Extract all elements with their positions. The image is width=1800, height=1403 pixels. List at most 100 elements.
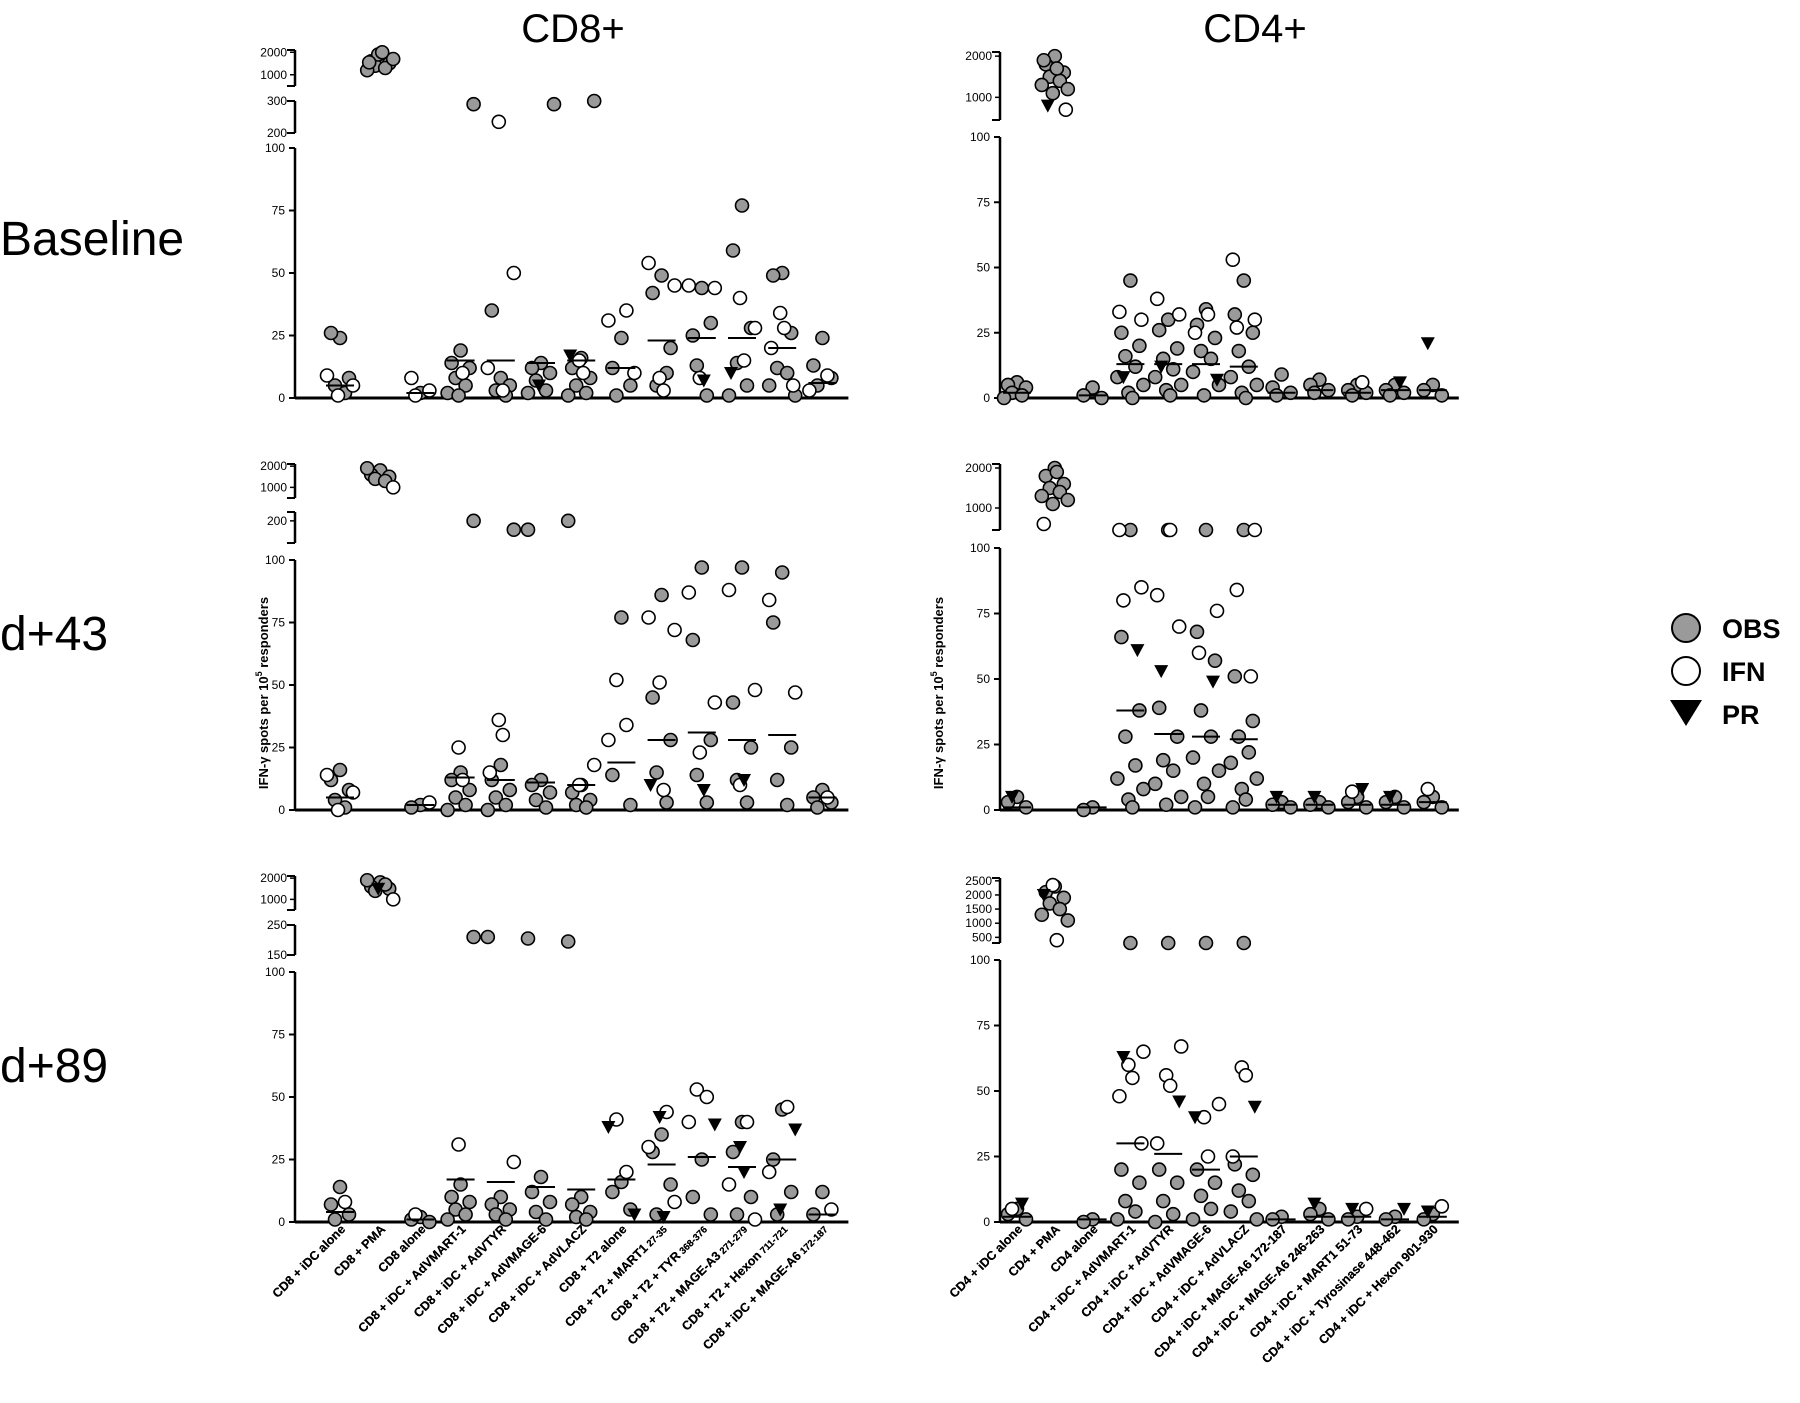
point-obs — [703, 732, 719, 748]
point-obs — [663, 1177, 678, 1192]
point-obs — [1185, 1212, 1201, 1227]
point-obs — [1128, 1204, 1143, 1219]
point-obs — [1165, 763, 1181, 779]
point-obs — [1396, 800, 1412, 815]
point-ifn — [681, 585, 697, 600]
point-obs — [1110, 1212, 1125, 1227]
point-obs — [699, 795, 715, 810]
point-obs — [377, 60, 393, 76]
point-ifn — [1173, 1039, 1189, 1054]
y-tick-label: 0 — [278, 391, 285, 405]
point-ifn — [772, 305, 788, 321]
point-obs — [1169, 341, 1185, 356]
point-pr — [737, 774, 751, 787]
point-ifn — [1149, 1136, 1165, 1151]
point-obs — [323, 1197, 339, 1212]
point-obs — [1128, 359, 1143, 374]
point-obs — [1147, 369, 1163, 385]
legend-ifn-marker — [1671, 656, 1701, 686]
point-obs — [1034, 488, 1050, 504]
point-obs — [1231, 729, 1247, 744]
point-obs — [1147, 776, 1163, 792]
point-ifn — [747, 682, 763, 698]
point-obs — [1207, 1175, 1223, 1190]
point-ifn — [732, 290, 748, 306]
point-obs — [1060, 913, 1076, 928]
legend: OBS IFN PR — [1670, 613, 1781, 730]
point-obs — [1155, 752, 1171, 768]
point-ifn — [451, 1137, 466, 1152]
point-obs — [1193, 343, 1209, 359]
point-obs — [1211, 763, 1227, 779]
y-tick-label: 0 — [278, 803, 285, 817]
point-obs — [1158, 797, 1174, 813]
point-pr — [1005, 790, 1019, 804]
point-ifn — [482, 765, 498, 780]
point-obs — [1269, 388, 1284, 403]
point-obs — [444, 355, 459, 371]
point-pr — [1206, 675, 1220, 689]
point-obs — [1185, 750, 1201, 765]
y-tick-label: 2000 — [260, 459, 287, 473]
y-tick-label: 0 — [983, 803, 990, 817]
point-pr — [696, 784, 711, 797]
legend-obs-marker — [1671, 613, 1701, 643]
legend-pr-label: PR — [1722, 700, 1760, 730]
point-obs — [359, 872, 375, 888]
point-ifn — [667, 278, 682, 293]
point-obs — [448, 790, 463, 805]
point-ifn — [721, 582, 737, 598]
point-obs — [685, 1189, 701, 1205]
point-obs — [1236, 273, 1252, 288]
point-obs — [466, 513, 481, 529]
point-obs — [444, 1189, 459, 1205]
point-obs — [1283, 800, 1298, 815]
point-ifn — [1354, 375, 1370, 390]
point-ifn — [1420, 781, 1436, 797]
point-pr — [1130, 644, 1145, 658]
point-ifn — [641, 255, 656, 271]
point-obs — [1052, 901, 1068, 917]
y-axis-label: IFN-γ spots per 105 responders — [254, 597, 271, 789]
point-obs — [1034, 77, 1050, 93]
y-tick-label: 75 — [272, 1028, 286, 1042]
point-obs — [1198, 522, 1214, 538]
legend-obs-label: OBS — [1722, 614, 1781, 644]
point-obs — [1151, 700, 1167, 716]
point-pr — [737, 1166, 751, 1179]
point-ifn — [739, 1114, 755, 1130]
point-obs — [1118, 348, 1133, 364]
point-ifn — [641, 1139, 656, 1155]
point-obs — [703, 1207, 719, 1222]
point-ifn — [385, 480, 401, 495]
point-obs — [578, 1212, 594, 1227]
y-tick-label: 75 — [977, 1019, 991, 1033]
point-obs — [1344, 388, 1360, 403]
y-tick-label: 1500 — [965, 902, 992, 916]
point-obs — [1223, 369, 1239, 385]
point-ifn — [609, 672, 624, 688]
point-ifn — [491, 114, 507, 130]
point-obs — [694, 280, 710, 296]
point-obs — [542, 785, 558, 800]
point-pr — [1420, 337, 1435, 351]
point-ifn — [652, 370, 667, 386]
point-pr — [1383, 790, 1397, 804]
column-title-cd4: CD4+ — [1203, 7, 1306, 51]
y-tick-label: 25 — [272, 1153, 286, 1167]
y-tick-label: 300 — [267, 94, 287, 108]
y-tick-label: 50 — [272, 1090, 286, 1104]
point-obs — [605, 1184, 620, 1200]
point-pr — [627, 1208, 642, 1222]
point-ifn — [422, 383, 437, 398]
point-obs — [1136, 781, 1151, 797]
point-obs — [1434, 800, 1450, 815]
point-obs — [546, 96, 562, 112]
point-obs — [1321, 1212, 1336, 1227]
point-obs — [685, 632, 701, 648]
y-tick-label: 0 — [983, 1215, 990, 1229]
point-obs — [1231, 1183, 1247, 1198]
point-obs — [1249, 1212, 1265, 1227]
